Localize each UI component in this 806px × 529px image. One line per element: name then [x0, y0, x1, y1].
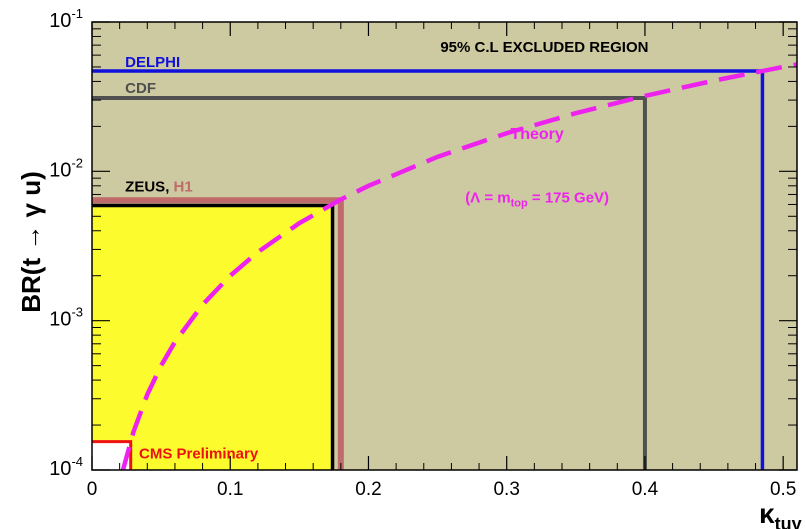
labels-layer: BR(t → γ u) κtuγ 95% C.L EXCLUDED REGION DE… — [16, 39, 802, 529]
cms-limit-line — [92, 440, 133, 470]
cdf-label: CDF — [125, 80, 156, 97]
h1-label: H1 — [174, 178, 193, 195]
y-tick-base: 10 — [49, 159, 71, 181]
x-tick-label: 0.5 — [770, 479, 796, 500]
ticks-layer: 0 0.1 0.2 0.3 0.4 0.510-410-310-210-1 — [49, 6, 797, 500]
x-tick-label: 0 — [87, 479, 98, 500]
y-axis-label: BR(t → γ u) — [16, 171, 46, 313]
theory-layer — [120, 62, 797, 470]
label-separator: , — [165, 178, 173, 195]
delphi-label: DELPHI — [125, 54, 180, 71]
cdf-limit-line — [92, 95, 647, 470]
zeus-label: ZEUS — [125, 178, 165, 195]
y-tick-exp: -2 — [71, 155, 83, 170]
y-tick-exp: -1 — [71, 6, 83, 21]
theory-subtitle-suffix: = 175 GeV) — [528, 189, 609, 206]
y-tick-exp: -3 — [71, 305, 83, 320]
excluded-region-label: 95% C.L EXCLUDED REGION — [440, 39, 648, 56]
x-tick-label: 0.2 — [355, 479, 381, 500]
axes-frame — [91, 21, 798, 471]
y-tick-label: 10-3 — [49, 305, 83, 331]
theory-subtitle-sub: top — [511, 197, 528, 209]
y-tick-label: 10-1 — [49, 6, 83, 32]
theory-subtitle-prefix: (Λ = m — [465, 189, 510, 206]
y-tick-label: 10-2 — [49, 155, 83, 181]
x-axis-label-sub: tuγ — [775, 514, 802, 529]
allowed-region — [92, 205, 333, 470]
y-tick-base: 10 — [49, 309, 71, 331]
y-tick-exp: -4 — [71, 454, 83, 469]
x-axis-label: κtuγ — [759, 498, 802, 529]
x-tick-label: 0.1 — [217, 479, 243, 500]
x-tick-label: 0.4 — [632, 479, 659, 500]
x-tick-label: 0.3 — [493, 479, 519, 500]
plot-frame — [91, 21, 798, 471]
theory-subtitle: (Λ = mtop = 175 GeV) — [465, 189, 609, 209]
cms-label: CMS Preliminary — [139, 446, 259, 463]
theory-curve — [120, 62, 797, 470]
y-tick-base: 10 — [49, 10, 71, 32]
regions-layer — [92, 22, 797, 470]
theory-label: Theory — [510, 126, 563, 143]
y-tick-label: 10-4 — [49, 454, 83, 480]
y-tick-base: 10 — [49, 458, 71, 480]
zeus-h1-label: ZEUS, H1 — [125, 178, 193, 195]
x-axis-label-main: κ — [759, 498, 775, 529]
